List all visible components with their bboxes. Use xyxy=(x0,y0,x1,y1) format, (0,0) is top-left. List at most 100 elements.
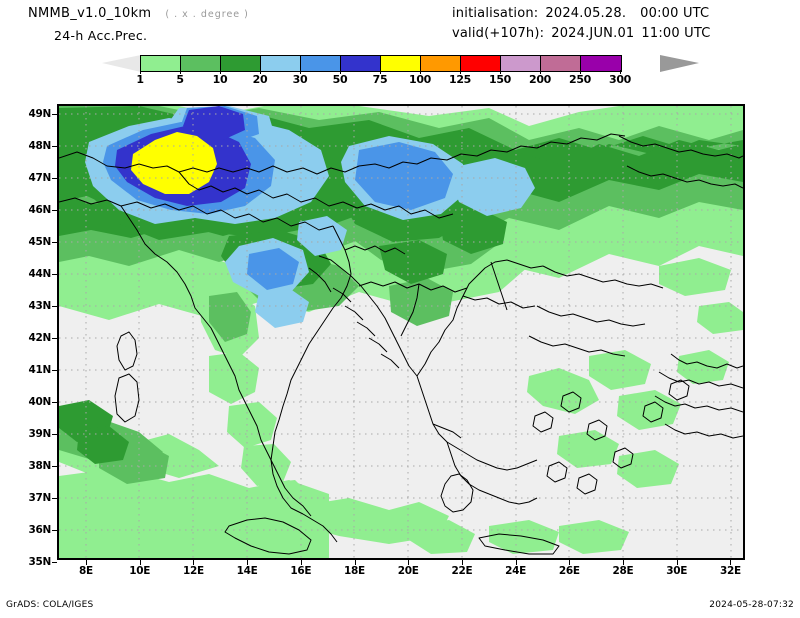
x-tick-label-16E: 16E xyxy=(290,565,312,577)
colorbar-tick-mark xyxy=(260,70,261,74)
map-canvas xyxy=(59,106,743,558)
colorbar-tick-label-125: 125 xyxy=(448,73,472,86)
x-tick-label-30E: 30E xyxy=(666,565,688,577)
colorbar-band-4 xyxy=(301,56,341,71)
x-tick-label-32E: 32E xyxy=(719,565,741,577)
colorbar-tick-labels: 1 5 10 20 30 50 75 100 125 150 200 250 300 xyxy=(136,70,660,86)
y-tick-mark xyxy=(52,562,57,563)
y-tick-label-43N: 43N xyxy=(28,300,52,312)
colorbar-tick-mark xyxy=(340,70,341,74)
y-tick-mark xyxy=(52,242,57,243)
x-tick-label-26E: 26E xyxy=(558,565,580,577)
colorbar-tick-mark xyxy=(460,70,461,74)
colorbar-tick-mark xyxy=(580,70,581,74)
valid-line: valid(+107h): 2024.JUN.01 11:00 UTC xyxy=(452,26,711,41)
x-tick-mark xyxy=(569,560,571,565)
initialisation-time: 00:00 UTC xyxy=(640,6,710,21)
y-tick-mark xyxy=(52,114,57,115)
x-tick-label-18E: 18E xyxy=(344,565,365,577)
y-tick-label-39N: 39N xyxy=(28,428,52,440)
x-tick-mark xyxy=(193,560,195,565)
x-tick-mark xyxy=(408,560,410,565)
field-title: 24-h Acc.Prec. xyxy=(54,28,148,43)
x-tick-label-22E: 22E xyxy=(451,565,473,577)
y-tick-label-35N: 35N xyxy=(28,556,52,568)
y-tick-mark xyxy=(52,338,57,339)
y-tick-label-41N: 41N xyxy=(28,364,52,376)
colorbar-tick-mark xyxy=(620,70,621,74)
y-tick-mark xyxy=(52,146,57,147)
colorbar-tick-label-75: 75 xyxy=(372,73,388,86)
colorbar-tick-mark xyxy=(540,70,541,74)
y-tick-mark xyxy=(52,306,57,307)
y-tick-mark xyxy=(52,498,57,499)
x-tick-label-28E: 28E xyxy=(612,565,634,577)
colorbar-band-7 xyxy=(421,56,461,71)
y-tick-mark xyxy=(52,178,57,179)
colorbar-band-2 xyxy=(221,56,261,71)
precipitation-colorbar: 1 5 10 20 30 50 75 100 125 150 200 250 300 xyxy=(0,52,800,86)
colorbar-tick-label-1: 1 xyxy=(136,73,144,86)
x-tick-mark xyxy=(730,560,732,565)
initialisation-label: initialisation: xyxy=(452,6,539,21)
colorbar-band-9 xyxy=(501,56,541,71)
x-tick-mark xyxy=(139,560,141,565)
y-tick-label-49N: 49N xyxy=(28,108,52,120)
colorbar-tick-label-30: 30 xyxy=(292,73,308,86)
resolution-note: ( . x . degree ) xyxy=(165,9,249,20)
colorbar-tick-mark xyxy=(420,70,421,74)
y-tick-label-45N: 45N xyxy=(28,236,52,248)
x-tick-label-24E: 24E xyxy=(505,565,527,577)
x-tick-label-8E: 8E xyxy=(79,565,93,577)
colorbar-tick-label-200: 200 xyxy=(528,73,552,86)
x-tick-mark xyxy=(300,560,302,565)
x-tick-mark xyxy=(623,560,624,565)
y-tick-mark xyxy=(52,530,57,531)
x-tick-mark xyxy=(676,560,678,565)
colorbar-tick-mark xyxy=(180,70,181,74)
model-title-text: NMMB_v1.0_10km xyxy=(28,6,152,21)
generation-timestamp: 2024-05-28-07:32 xyxy=(709,600,794,610)
y-tick-label-46N: 46N xyxy=(28,204,52,216)
colorbar-tick-label-50: 50 xyxy=(332,73,348,86)
colorbar-tick-label-100: 100 xyxy=(408,73,432,86)
y-tick-mark xyxy=(52,210,57,211)
colorbar-over-arrow xyxy=(660,55,699,72)
initialisation-date: 2024.05.28. xyxy=(545,6,627,21)
colorbar-band-1 xyxy=(181,56,221,71)
x-tick-label-14E: 14E xyxy=(236,565,258,577)
colorbar-tick-mark xyxy=(380,70,381,74)
y-tick-label-48N: 48N xyxy=(28,140,52,152)
y-tick-mark xyxy=(52,370,57,371)
initialisation-line: initialisation: 2024.05.28. 00:00 UTC xyxy=(452,6,709,21)
x-tick-mark xyxy=(354,560,356,565)
colorbar-tick-mark xyxy=(300,70,301,74)
y-tick-mark xyxy=(52,274,57,275)
y-tick-label-47N: 47N xyxy=(28,172,52,184)
colorbar-band-5 xyxy=(341,56,381,71)
model-title: NMMB_v1.0_10km ( . x . degree ) xyxy=(28,6,249,21)
colorbar-tick-label-300: 300 xyxy=(608,73,632,86)
colorbar-tick-label-250: 250 xyxy=(568,73,592,86)
y-tick-label-40N: 40N xyxy=(28,396,52,408)
x-tick-mark xyxy=(247,560,249,565)
colorbar-band-11 xyxy=(581,56,621,71)
colorbar-bands xyxy=(140,55,622,72)
colorbar-tick-label-20: 20 xyxy=(252,73,268,86)
y-tick-label-44N: 44N xyxy=(28,268,52,280)
colorbar-tick-mark xyxy=(140,70,141,74)
precipitation-map[interactable] xyxy=(57,104,745,560)
colorbar-band-0 xyxy=(141,56,181,71)
colorbar-band-10 xyxy=(541,56,581,71)
colorbar-tick-mark xyxy=(500,70,501,74)
colorbar-tick-label-5: 5 xyxy=(176,73,184,86)
colorbar-tick-label-150: 150 xyxy=(488,73,512,86)
y-tick-mark xyxy=(52,402,57,403)
valid-label: valid(+107h): xyxy=(452,26,545,41)
colorbar-band-3 xyxy=(261,56,301,71)
x-tick-mark xyxy=(86,560,87,565)
y-tick-label-42N: 42N xyxy=(28,332,52,344)
valid-date: 2024.JUN.01 xyxy=(551,26,635,41)
y-tick-mark xyxy=(52,434,57,435)
x-tick-mark xyxy=(461,560,463,565)
